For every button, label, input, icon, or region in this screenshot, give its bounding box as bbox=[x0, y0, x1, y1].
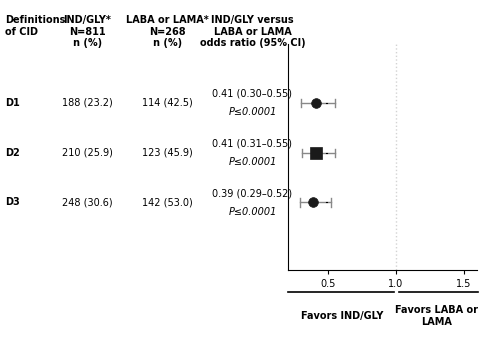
Text: D2: D2 bbox=[5, 148, 20, 158]
Text: D3: D3 bbox=[5, 197, 20, 208]
Text: 123 (45.9): 123 (45.9) bbox=[142, 148, 193, 158]
Text: LABA or LAMA*
N=268
n (%): LABA or LAMA* N=268 n (%) bbox=[126, 15, 209, 48]
Text: 210 (25.9): 210 (25.9) bbox=[62, 148, 113, 158]
Text: 0.39 (0.29–0.52): 0.39 (0.29–0.52) bbox=[212, 188, 292, 198]
Text: IND/GLY*
N=811
n (%): IND/GLY* N=811 n (%) bbox=[64, 15, 112, 48]
Text: 0.41 (0.31–0.55): 0.41 (0.31–0.55) bbox=[212, 139, 292, 149]
Text: 0.41 (0.30–0.55): 0.41 (0.30–0.55) bbox=[212, 89, 292, 99]
Text: 188 (23.2): 188 (23.2) bbox=[62, 98, 113, 108]
Text: IND/GLY versus
LABA or LAMA
odds ratio (95% CI): IND/GLY versus LABA or LAMA odds ratio (… bbox=[200, 15, 306, 48]
Text: P≤0.0001: P≤0.0001 bbox=[228, 157, 276, 167]
Text: P≤0.0001: P≤0.0001 bbox=[228, 107, 276, 117]
Text: D1: D1 bbox=[5, 98, 20, 108]
Text: Favors IND/GLY: Favors IND/GLY bbox=[300, 311, 383, 321]
Text: P≤0.0001: P≤0.0001 bbox=[228, 207, 276, 217]
Text: 248 (30.6): 248 (30.6) bbox=[62, 197, 113, 208]
Text: 142 (53.0): 142 (53.0) bbox=[142, 197, 193, 208]
Text: 114 (42.5): 114 (42.5) bbox=[142, 98, 193, 108]
Text: Favors LABA or
LAMA: Favors LABA or LAMA bbox=[396, 305, 478, 327]
Text: Definitions
of CID: Definitions of CID bbox=[5, 15, 66, 37]
